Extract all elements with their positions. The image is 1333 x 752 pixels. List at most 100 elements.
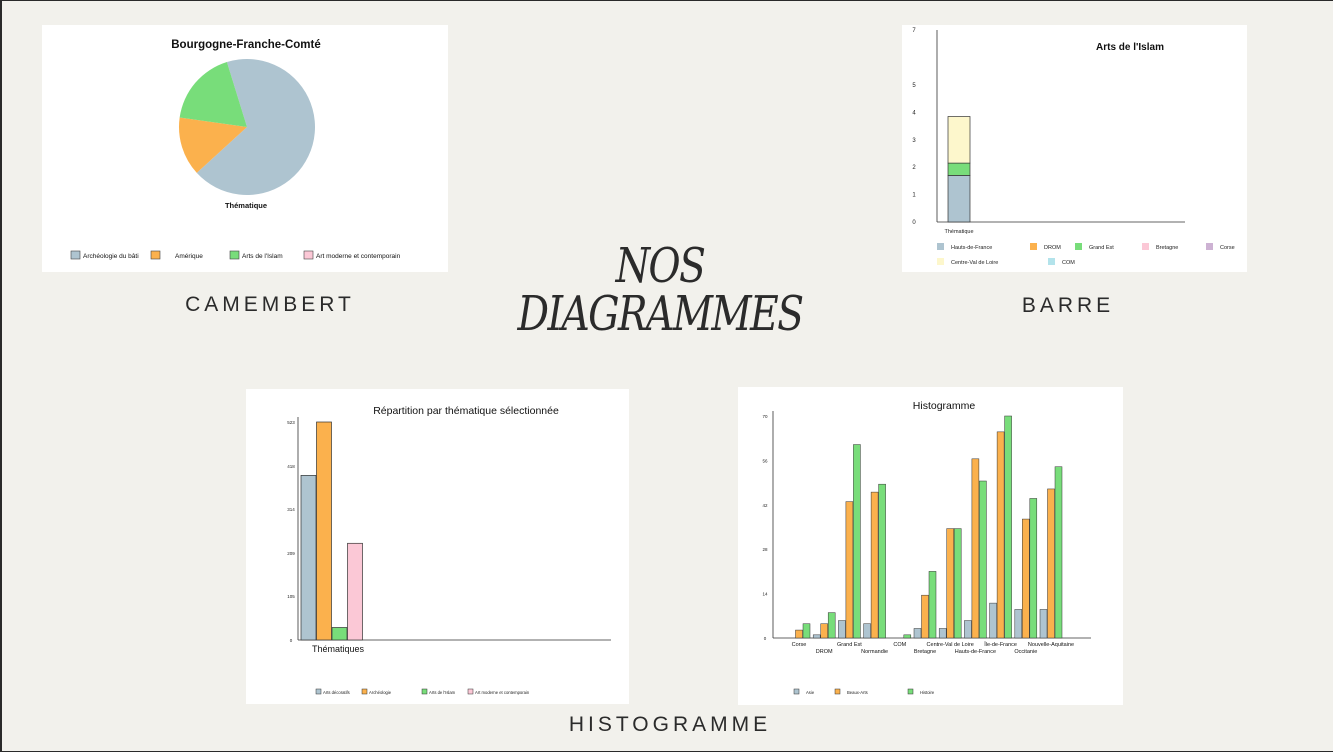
theme-legend-label-1: Archéologie <box>369 690 392 695</box>
pie-chart: Bourgogne-Franche-Comté Thématique Archéol… <box>70 39 401 260</box>
histo-bar <box>946 528 954 639</box>
histo-x-tick: Corse <box>792 642 807 648</box>
bar-segment-5 <box>947 116 971 164</box>
pie-legend-label-1: Amérique <box>175 253 203 260</box>
thematic-bar-panel: 0 105 209 314 418 523 Répartition par thématiq… <box>246 389 629 704</box>
theme-bar-2 <box>331 627 348 641</box>
bar-legend-swatch-1 <box>1030 243 1037 250</box>
bar-legend-label-5: Centre-Val de Loire <box>951 260 998 266</box>
bar-x-label: Thématique <box>944 229 973 235</box>
theme-bar-3 <box>347 542 363 641</box>
theme-legend-swatch-0 <box>315 688 322 695</box>
pie-legend-label-3: Art moderne et contemporain <box>316 253 401 260</box>
pie-slice-0 <box>196 59 315 196</box>
pie-legend-label-0: Archéologie du bâti <box>83 253 139 260</box>
headline-line-2: DIAGRAMMES <box>517 286 805 342</box>
histo-bar <box>953 528 962 639</box>
histo-y-tick: 28 <box>762 547 768 552</box>
histo-x-tick: Normandie <box>861 649 888 655</box>
histogram-caption: HISTOGRAMME <box>568 713 772 736</box>
bar-segment-2 <box>947 162 971 176</box>
thematic-bar-chart: 0 105 209 314 418 523 Répartition par thématiq… <box>287 405 611 695</box>
histo-bar <box>863 623 871 639</box>
theme-legend-swatch-1 <box>361 688 368 695</box>
theme-y-tick: 418 <box>287 464 295 469</box>
bar-y-tick: 0 <box>912 220 916 226</box>
pie-slice-2 <box>179 62 247 127</box>
histo-bar <box>921 594 929 639</box>
histo-legend-label-2: Histoire <box>920 690 935 695</box>
bar-legend-swatch-3 <box>1142 243 1149 250</box>
histo-y-tick: 14 <box>762 592 768 597</box>
histo-bar <box>1004 415 1012 639</box>
histo-legend-swatch-0 <box>793 688 800 695</box>
bar-legend-label-6: COM <box>1062 260 1075 266</box>
theme-legend-swatch-3 <box>467 688 474 695</box>
histo-title: Histogramme <box>913 400 976 412</box>
bar-segment-0 <box>947 175 971 223</box>
histo-x-tick: COM <box>893 642 906 648</box>
pie-legend-swatch-3 <box>303 250 314 260</box>
histo-x-tick: Île-de-France <box>983 641 1017 648</box>
theme-y-tick: 209 <box>287 551 295 556</box>
histo-bar <box>838 620 846 639</box>
histo-bar <box>971 458 980 639</box>
histo-bar <box>820 623 828 639</box>
bar-y-tick: 3 <box>912 138 916 144</box>
theme-legend-swatch-2 <box>421 688 428 695</box>
pie-caption: CAMEMBERT <box>185 293 355 316</box>
headline-line-1: NOS <box>615 238 706 294</box>
histo-bar <box>913 628 922 639</box>
histo-bar <box>928 571 937 639</box>
histo-bar <box>802 623 811 639</box>
bar-legend-label-3: Bretagne <box>1156 245 1178 251</box>
histo-bar <box>1022 518 1030 639</box>
histo-y-tick: 56 <box>762 458 768 463</box>
histogram-chart: 0 14 28 42 56 70 Histogramme Corse DROM Grand Est… <box>762 400 1091 695</box>
histo-legend-label-0: Asie <box>806 690 815 695</box>
pie-legend-swatch-0 <box>70 250 81 260</box>
pie-slice-1 <box>179 117 247 173</box>
bar-legend-swatch-0 <box>937 243 944 250</box>
histo-legend-swatch-2 <box>907 688 914 695</box>
bar-legend-label-4: Corse <box>1220 245 1235 251</box>
theme-title: Répartition par thématique sélectionnée <box>373 405 559 417</box>
theme-x-label: Thématiques <box>312 644 365 654</box>
histo-bar <box>795 629 803 639</box>
pie-title: Bourgogne-Franche-Comté <box>171 39 321 51</box>
bar-y-tick: 1 <box>912 193 916 199</box>
theme-legend-label-2: Arts de l'Islam <box>429 690 456 695</box>
histo-bar <box>989 602 997 639</box>
bar-caption: BARRE <box>1021 294 1115 317</box>
histo-y-tick: 0 <box>764 636 767 641</box>
bar-legend-swatch-6 <box>1048 258 1055 265</box>
bar-y-tick: 7 <box>912 28 916 34</box>
histo-bar <box>812 634 821 639</box>
bar-y-tick: 5 <box>912 83 916 89</box>
histo-bar <box>1039 609 1048 639</box>
bar-legend-label-0: Hauts-de-France <box>951 245 992 251</box>
histo-legend-swatch-1 <box>834 688 841 695</box>
pie-chart-panel: Bourgogne-Franche-Comté Thématique Archéol… <box>42 25 448 272</box>
histo-bar <box>979 480 987 639</box>
theme-y-tick: 0 <box>290 638 293 643</box>
headline: NOS DIAGRAMMES <box>504 242 816 338</box>
histo-y-tick: 70 <box>762 414 768 419</box>
histo-x-tick: Bretagne <box>914 649 936 655</box>
pie-x-label: Thématique <box>225 201 267 210</box>
bar-legend-label-2: Grand Est <box>1089 245 1114 251</box>
theme-legend-label-3: Art moderne et contemporain <box>475 690 530 695</box>
bar-legend-label-1: DROM <box>1044 245 1061 251</box>
theme-y-tick: 314 <box>287 507 295 512</box>
pie-legend-label-2: Arts de l'Islam <box>242 253 283 260</box>
bar-y-tick: 2 <box>912 165 916 171</box>
histo-bar <box>964 620 972 639</box>
stacked-bar-chart: 0 1 2 3 4 5 7 Arts de l'Islam Thématique Hauts-de… <box>912 28 1235 266</box>
histo-x-tick: Grand Est <box>837 642 862 648</box>
histo-x-tick: DROM <box>816 649 833 655</box>
histo-x-tick: Nouvelle-Aquitaine <box>1028 642 1074 648</box>
histo-legend-label-1: Beaux-Arts <box>847 690 868 695</box>
histo-bar <box>996 431 1005 639</box>
bar-legend-swatch-2 <box>1075 243 1082 250</box>
pie-legend-swatch-1 <box>150 250 161 260</box>
